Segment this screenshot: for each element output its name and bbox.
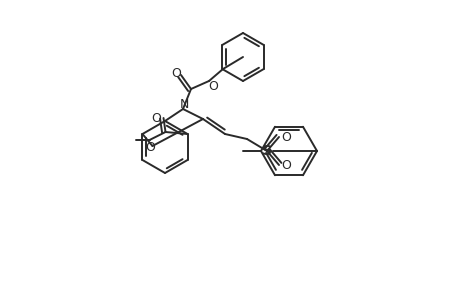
Text: O: O [280,158,290,172]
Text: O: O [280,130,290,143]
Text: O: O [151,112,161,124]
Text: O: O [207,80,218,92]
Text: S: S [262,144,271,158]
Text: O: O [145,140,155,154]
Text: O: O [171,67,180,80]
Text: N: N [179,98,188,110]
